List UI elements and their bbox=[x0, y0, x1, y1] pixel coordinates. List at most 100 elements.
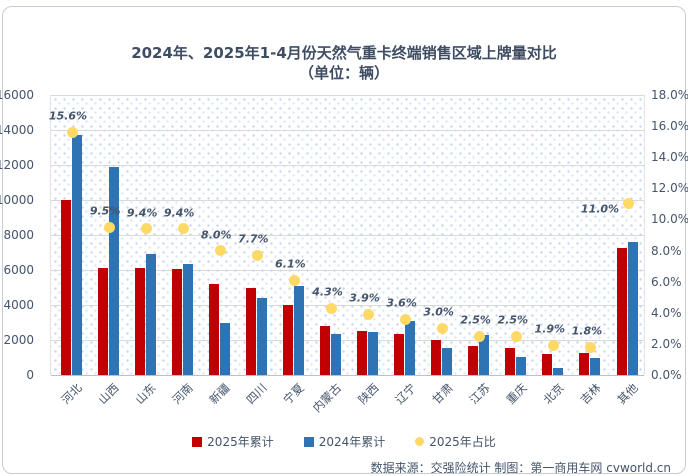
gridline bbox=[51, 340, 644, 341]
pct-label-山西: 9.5% bbox=[89, 204, 121, 218]
y-axis-right-tick: 18.0% bbox=[651, 88, 688, 102]
y-axis-left-tick: 8000 bbox=[3, 228, 34, 242]
pct-dot-山西 bbox=[103, 221, 115, 233]
pct-label-吉林: 1.8% bbox=[571, 324, 603, 338]
bar-2025-河北 bbox=[60, 200, 71, 375]
gridline bbox=[51, 270, 644, 271]
x-axis-label-text: 四川 bbox=[243, 380, 270, 407]
chart-title-line1: 2024年、2025年1-4月份天然气重卡终端销售区域上牌量对比 bbox=[131, 44, 557, 62]
bar-2025-四川 bbox=[245, 287, 256, 375]
pct-label-河南: 9.4% bbox=[163, 206, 195, 220]
pct-dot-新疆 bbox=[214, 245, 226, 257]
y-axis-left-tick: 6000 bbox=[3, 263, 34, 277]
bar-2024-其他 bbox=[627, 242, 638, 375]
bar-2025-其他 bbox=[616, 248, 627, 375]
y-axis-right-tick: 12.0% bbox=[651, 181, 688, 196]
red-square-icon bbox=[192, 436, 203, 447]
y-axis-right-tick: 2.0% bbox=[651, 336, 682, 351]
pct-label-甘肃: 3.0% bbox=[423, 305, 454, 319]
y-axis-right-tick: 4.0% bbox=[651, 305, 682, 320]
pct-label-新疆: 8.0% bbox=[201, 228, 232, 242]
gridline bbox=[51, 200, 644, 201]
y-axis-right-tick: 10.0% bbox=[651, 212, 688, 227]
y-axis-right-tick: 16.0% bbox=[651, 119, 688, 134]
x-axis-label-text: 陕西 bbox=[354, 380, 382, 407]
y-axis-right-tick: 8.0% bbox=[651, 243, 682, 258]
pct-dot-四川 bbox=[251, 249, 263, 261]
y-axis-right-tick: 6.0% bbox=[651, 274, 682, 289]
bar-2025-河南 bbox=[171, 269, 182, 375]
x-axis-label-text: 山西 bbox=[95, 380, 122, 407]
legend-label: 2025年累计 bbox=[207, 435, 274, 449]
pct-dot-河南 bbox=[177, 223, 189, 235]
legend-item-2025-share: 2025年占比 bbox=[415, 433, 496, 450]
pct-dot-辽宁 bbox=[400, 313, 412, 325]
bar-2024-陕西 bbox=[368, 332, 378, 375]
x-axis-label-text: 北京 bbox=[540, 380, 567, 407]
y-axis-left-tick: 12000 bbox=[0, 158, 34, 172]
pct-label-其他: 11.0% bbox=[580, 202, 620, 216]
pct-dot-山东 bbox=[140, 223, 152, 235]
pct-label-陕西: 3.9% bbox=[349, 291, 380, 305]
legend-item-2025-total: 2025年累计 bbox=[192, 433, 274, 450]
x-axis-label-text: 其他 bbox=[614, 380, 641, 407]
x-axis-label-text: 甘肃 bbox=[429, 380, 456, 407]
chart-card: 2024年、2025年1-4月份天然气重卡终端销售区域上牌量对比 （单位：辆） … bbox=[0, 6, 688, 475]
y-axis-right-tick: 14.0% bbox=[651, 150, 688, 165]
bar-2025-山东 bbox=[134, 268, 145, 376]
y-axis-left-tick: 16000 bbox=[0, 88, 34, 102]
x-axis-label-text: 河北 bbox=[58, 380, 85, 407]
x-axis-label-text: 江苏 bbox=[466, 380, 493, 407]
bar-2025-陕西 bbox=[357, 331, 367, 376]
bar-2024-山西 bbox=[108, 166, 119, 376]
x-axis-label-text: 吉林 bbox=[577, 380, 604, 407]
legend-item-2024-total: 2024年累计 bbox=[303, 433, 386, 450]
pct-dot-其他 bbox=[622, 198, 634, 210]
bar-2024-江苏 bbox=[479, 334, 490, 376]
pct-label-江苏: 2.5% bbox=[460, 313, 491, 327]
chart-title-line2: （单位：辆） bbox=[298, 64, 389, 82]
x-axis-label-text: 重庆 bbox=[503, 380, 530, 407]
bar-2025-辽宁 bbox=[394, 333, 405, 375]
gridline bbox=[51, 375, 644, 376]
legend: 2025年累计 2024年累计 2025年占比 bbox=[3, 433, 685, 450]
pct-dot-内蒙古 bbox=[326, 302, 337, 314]
blue-square-icon bbox=[303, 436, 314, 447]
chart-title: 2024年、2025年1-4月份天然气重卡终端销售区域上牌量对比 （单位：辆） bbox=[3, 43, 685, 83]
pct-label-河北: 15.6% bbox=[48, 109, 88, 123]
legend-label: 2024年累计 bbox=[318, 435, 386, 449]
plot-area: 15.6% 9.5% 9.4% 9.4% 8.0% 7.7% 6.1% 4.3% 3.9% 3.6… bbox=[48, 95, 645, 376]
pct-dot-江苏 bbox=[474, 330, 486, 342]
pct-label-北京: 1.9% bbox=[534, 322, 566, 336]
y-axis-left-tick: 4000 bbox=[3, 298, 34, 312]
bar-2024-河南 bbox=[182, 263, 193, 375]
x-axis-label-text: 山东 bbox=[132, 380, 159, 407]
y-axis-left-tick: 10000 bbox=[0, 193, 34, 207]
bar-2024-内蒙古 bbox=[331, 333, 341, 375]
pct-dot-重庆 bbox=[511, 330, 523, 342]
bar-2024-重庆 bbox=[516, 356, 527, 375]
x-axis-label-text: 宁夏 bbox=[280, 380, 307, 407]
gridline bbox=[51, 130, 644, 131]
pct-dot-陕西 bbox=[363, 308, 374, 320]
bar-2024-新疆 bbox=[219, 322, 230, 375]
gridline bbox=[51, 235, 644, 236]
pct-label-四川: 7.7% bbox=[238, 232, 269, 246]
x-axis-label-text: 河南 bbox=[169, 380, 196, 407]
pct-dot-甘肃 bbox=[437, 322, 449, 334]
pct-label-山东: 9.4% bbox=[126, 206, 158, 220]
yellow-circle-icon bbox=[415, 437, 425, 446]
bar-2024-吉林 bbox=[590, 358, 601, 375]
bar-2025-吉林 bbox=[579, 353, 590, 375]
bar-2025-江苏 bbox=[468, 346, 479, 375]
bar-2024-山东 bbox=[145, 254, 156, 376]
pct-dot-吉林 bbox=[585, 341, 597, 353]
x-axis-label-text: 辽宁 bbox=[392, 380, 419, 407]
gridline bbox=[51, 305, 644, 306]
y-axis-right-tick: 0.0% bbox=[651, 368, 682, 382]
y-axis-left-tick: 2000 bbox=[3, 333, 34, 347]
pct-dot-北京 bbox=[548, 339, 560, 351]
bar-2025-宁夏 bbox=[282, 305, 293, 375]
y-axis-left-tick: 14000 bbox=[0, 123, 34, 137]
bar-2025-重庆 bbox=[505, 347, 516, 375]
